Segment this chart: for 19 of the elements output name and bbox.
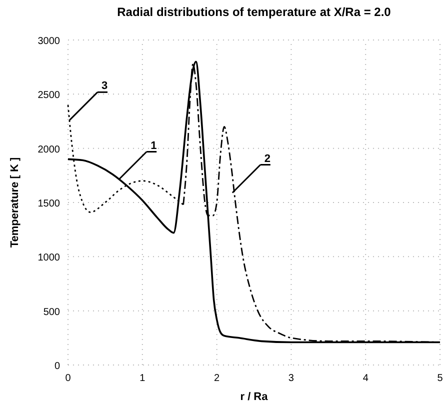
y-tick-label: 1500 bbox=[38, 198, 60, 210]
x-axis-title: r / Ra bbox=[240, 391, 269, 403]
annotation: 1 bbox=[150, 140, 157, 152]
annotation: 2 bbox=[264, 152, 271, 165]
x-tick-label: 3 bbox=[288, 373, 294, 384]
y-tick-label: 2500 bbox=[38, 90, 60, 102]
annotation: 3 bbox=[101, 80, 108, 92]
y-tick-label: 3000 bbox=[38, 36, 60, 47]
y-tick-label: 500 bbox=[43, 306, 60, 318]
chart-title: Radial distributions of temperature at X/Ra = 2.0 bbox=[117, 5, 392, 19]
y-tick-label: 0 bbox=[54, 361, 60, 372]
x-tick-label: 4 bbox=[362, 373, 369, 384]
x-tick-label: 0 bbox=[65, 373, 72, 384]
x-tick-label: 1 bbox=[140, 373, 146, 384]
y-tick-label: 2000 bbox=[38, 144, 60, 156]
y-axis-title: Temperature [ K ] bbox=[9, 157, 21, 248]
x-tick-label: 2 bbox=[214, 373, 220, 384]
y-tick-label: 1000 bbox=[38, 252, 60, 264]
x-tick-label: 5 bbox=[437, 373, 444, 384]
